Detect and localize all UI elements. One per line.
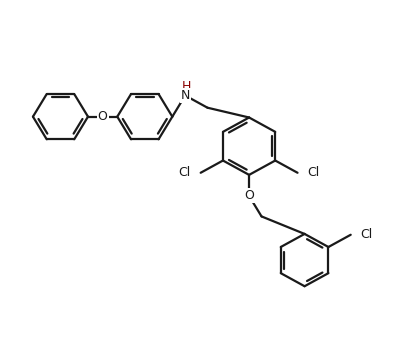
Text: O: O: [244, 189, 254, 202]
Text: N: N: [181, 89, 190, 102]
Text: Cl: Cl: [179, 166, 191, 179]
Text: Cl: Cl: [360, 228, 373, 241]
Text: O: O: [98, 110, 108, 123]
Text: Cl: Cl: [307, 166, 320, 179]
Text: H: H: [181, 80, 191, 93]
